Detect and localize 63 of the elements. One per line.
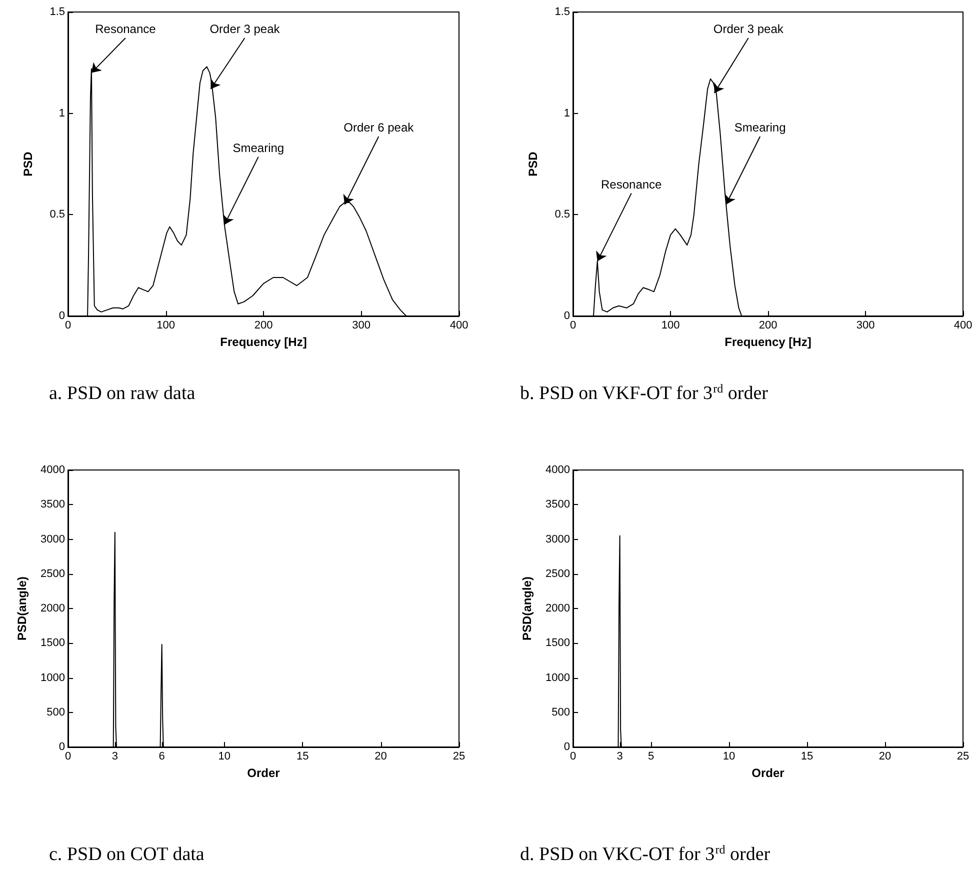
y-tick-label: 2000 [546,602,570,614]
x-tick-label: 400 [450,320,468,332]
annotation: Smearing [734,120,786,135]
x-tick-label: 3 [616,750,623,762]
x-tick-label: 400 [954,320,972,332]
text: a. PSD on raw data [49,383,196,404]
y-tick-label: 1500 [546,637,570,650]
x-tick-label: 20 [374,750,387,762]
x-tick-label: 5 [648,750,654,762]
x-axis-title: Frequency [Hz] [220,334,307,349]
y-tick-label: 4000 [546,464,570,476]
y-tick-label: 1000 [40,672,65,684]
y-tick-label: 4000 [40,464,65,476]
x-tick-label: 100 [156,320,175,332]
x-tick-label: 6 [158,750,165,762]
y-tick-label: 3500 [40,498,65,511]
annotation: Order 3 peak [210,22,281,36]
x-tick-label: 300 [352,320,370,332]
annotation: Resonance [601,177,662,192]
annotation: Order 6 peak [344,120,415,135]
y-axis-title: PSD(angle) [520,576,534,641]
y-tick-label: 0.5 [50,208,65,221]
y-tick-label: 0 [564,310,570,322]
y-tick-label: 1500 [40,637,65,650]
x-axis-title: Frequency [Hz] [724,334,812,349]
y-tick-label: 3500 [546,498,570,511]
y-tick-label: 1.5 [50,6,65,18]
y-tick-label: 1 [564,107,570,120]
y-tick-label: 2500 [40,568,65,580]
x-tick-label: 200 [758,320,778,332]
x-tick-label: 300 [856,320,875,332]
y-tick-label: 2000 [40,602,65,614]
y-axis-title: PSD [526,151,540,176]
y-tick-label: 1000 [546,672,570,684]
y-tick-label: 0 [564,741,570,753]
x-tick-label: 20 [878,750,892,762]
x-tick-label: 3 [112,750,118,762]
y-tick-label: 0 [58,741,65,753]
x-tick-label: 100 [661,320,680,332]
y-tick-label: 0 [58,310,65,322]
x-tick-label: 25 [956,750,970,762]
y-tick-label: 3000 [40,533,65,546]
x-axis-title: Order [752,766,785,780]
x-tick-label: 15 [296,750,309,762]
y-tick-label: 1.5 [554,6,570,18]
x-tick-label: 10 [722,750,736,762]
x-tick-label: 10 [218,750,231,762]
x-tick-label: 15 [800,750,814,762]
x-axis-title: Order [247,766,280,780]
y-tick-label: 2500 [546,568,570,580]
y-tick-label: 0.5 [554,208,570,221]
y-axis-title: PSD [21,151,35,176]
y-axis-title: PSD(angle) [15,576,29,641]
y-tick-label: 1 [58,107,65,120]
annotation: Resonance [95,22,156,36]
x-tick-label: 200 [254,320,273,332]
x-tick-label: 25 [452,750,466,762]
text: c. PSD on COT data [49,844,205,865]
annotation: Order 3 peak [713,22,784,36]
y-tick-label: 500 [552,706,570,718]
y-tick-label: 3000 [546,533,570,546]
annotation: Smearing [232,140,284,155]
y-tick-label: 500 [46,706,65,718]
